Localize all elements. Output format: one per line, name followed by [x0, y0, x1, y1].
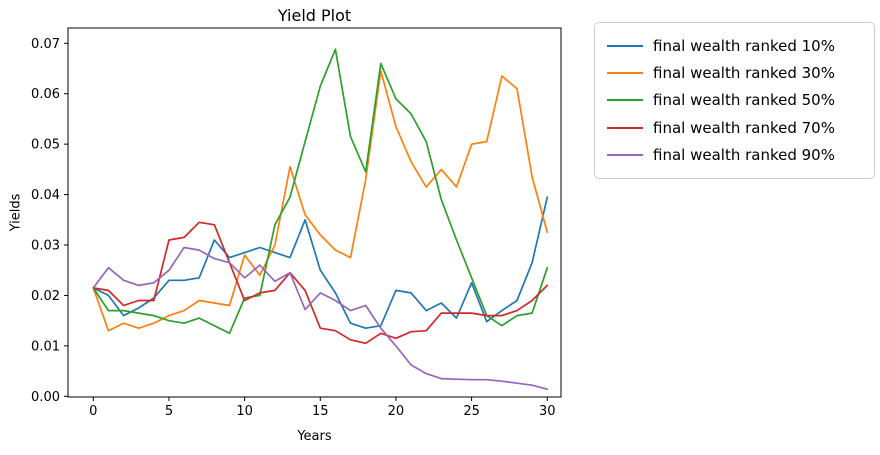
- legend-line-swatch: [607, 72, 643, 75]
- y-tick-label: 0.06: [31, 87, 60, 102]
- legend-item: final wealth ranked 90%: [605, 142, 864, 169]
- y-tick-label: 0.07: [31, 37, 60, 52]
- x-tick-label: 0: [89, 404, 97, 419]
- legend: final wealth ranked 10% final wealth rank…: [594, 22, 875, 179]
- x-tick-label: 5: [165, 404, 173, 419]
- x-tick-label: 30: [539, 404, 556, 419]
- series-line-1: [92, 196, 549, 330]
- legend-label: final wealth ranked 70%: [653, 118, 835, 137]
- y-tick-label: 0.01: [31, 339, 60, 354]
- legend-item: final wealth ranked 30%: [605, 59, 864, 86]
- axes-spines: [67, 27, 562, 398]
- series-line-5: [92, 246, 549, 391]
- series-line-4: [92, 221, 549, 345]
- x-axis-label: Years: [297, 429, 332, 444]
- legend-line-swatch: [607, 44, 643, 47]
- legend-item: final wealth ranked 50%: [605, 87, 864, 114]
- legend-label: final wealth ranked 30%: [653, 64, 835, 83]
- legend-item: final wealth ranked 10%: [605, 32, 864, 59]
- y-tick-label: 0.02: [31, 289, 60, 304]
- legend-item: final wealth ranked 70%: [605, 114, 864, 141]
- y-tick-label: 0.05: [31, 138, 60, 153]
- series-line-3: [92, 48, 549, 335]
- y-tick-label: 0.04: [31, 188, 60, 203]
- chart-title: Yield Plot: [277, 6, 352, 25]
- y-tick-label: 0.03: [31, 239, 60, 254]
- legend-label: final wealth ranked 90%: [653, 146, 835, 165]
- legend-label: final wealth ranked 10%: [653, 36, 835, 55]
- legend-line-swatch: [607, 99, 643, 102]
- legend-label: final wealth ranked 50%: [653, 91, 835, 110]
- x-tick-label: 25: [463, 404, 480, 419]
- legend-line-swatch: [607, 154, 643, 157]
- x-tick-label: 10: [236, 404, 253, 419]
- legend-line-swatch: [607, 126, 643, 129]
- series-line-2: [92, 70, 549, 332]
- x-tick-label: 20: [388, 404, 405, 419]
- y-tick-label: 0.00: [31, 390, 60, 405]
- x-tick-label: 15: [312, 404, 329, 419]
